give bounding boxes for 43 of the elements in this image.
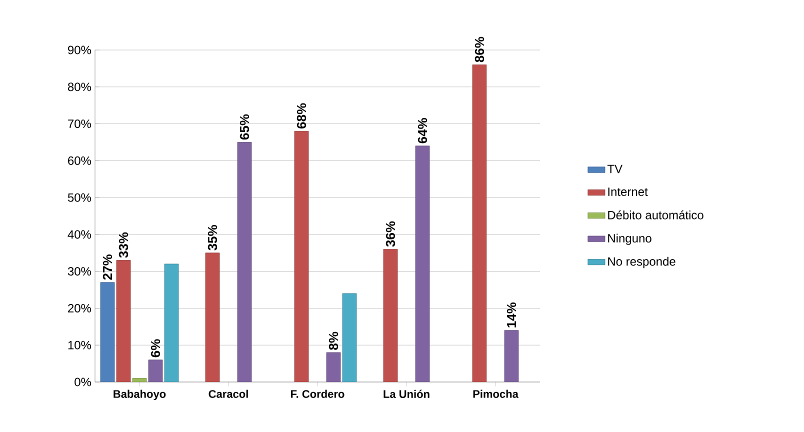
data-label: 68%	[296, 103, 306, 128]
data-label: 65%	[240, 114, 250, 140]
bar	[116, 260, 131, 382]
x-tick-label: Babahoyo	[114, 390, 166, 400]
x-tick-label: F. Cordero	[291, 390, 344, 398]
bar	[164, 264, 179, 382]
bar	[342, 293, 357, 382]
y-tick-label: 80%	[68, 82, 92, 92]
bar	[472, 64, 487, 382]
data-label: 64%	[418, 118, 428, 144]
data-label: 8%	[328, 332, 338, 350]
y-tick-label: 30%	[68, 267, 92, 276]
data-label: 14%	[506, 302, 516, 328]
y-tick-label: 50%	[68, 193, 92, 202]
bar	[383, 249, 398, 382]
legend-label: Internet	[608, 188, 648, 196]
bar	[205, 252, 220, 382]
y-tick-label: 20%	[68, 304, 92, 312]
y-tick-label: 60%	[68, 156, 92, 165]
y-tick-label: 90%	[68, 46, 92, 54]
legend-label: No responde	[608, 256, 676, 268]
data-label: 33%	[118, 232, 128, 258]
y-tick-label: 70%	[68, 120, 92, 128]
bar	[237, 142, 252, 382]
data-label: 86%	[474, 36, 484, 62]
bar	[415, 146, 430, 382]
x-tick-label: La Unión	[384, 390, 430, 398]
bar	[148, 360, 163, 382]
x-tick-label: Pimocha	[473, 390, 518, 398]
legend-label: Ninguno	[608, 234, 652, 245]
x-tick-label: Caracol	[208, 390, 248, 398]
y-tick-label: 10%	[68, 340, 92, 350]
data-label: 6%	[150, 339, 160, 358]
y-tick-label: 0%	[74, 378, 92, 386]
data-label: 36%	[386, 221, 396, 247]
legend-label: TV	[607, 164, 622, 174]
y-tick-label: 40%	[68, 230, 92, 239]
data-label: 27%	[102, 254, 112, 280]
bar	[504, 330, 519, 382]
bar	[326, 352, 341, 382]
legend-label: Débito automático	[608, 210, 704, 220]
data-label: 35%	[208, 225, 218, 250]
bar	[294, 130, 309, 382]
